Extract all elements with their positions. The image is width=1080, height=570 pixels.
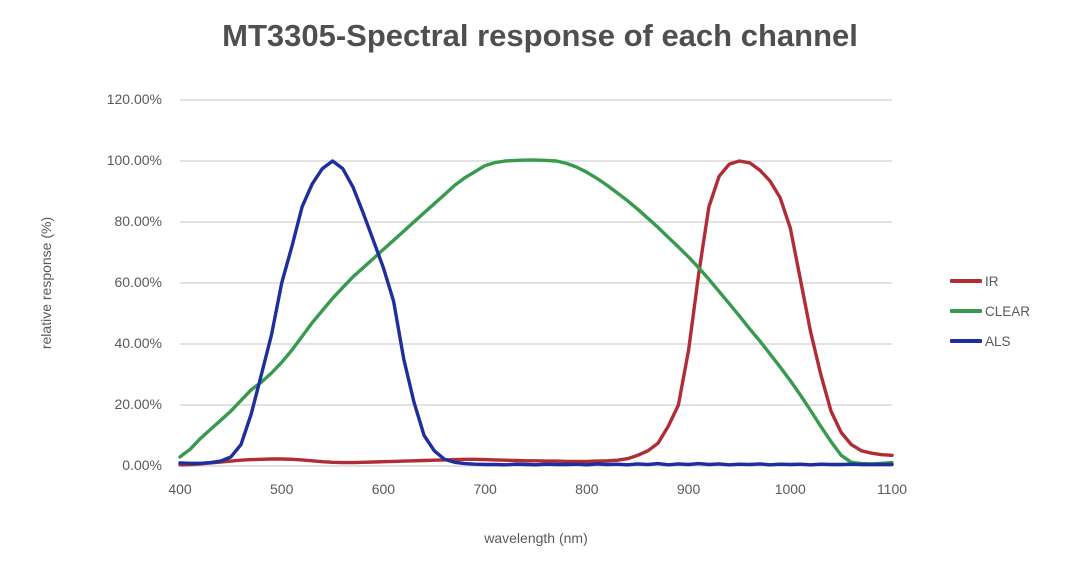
y-tick-label: 60.00% [114,274,162,290]
x-tick-label: 800 [575,481,599,497]
x-tick-label: 900 [676,481,701,497]
x-tick-label: 400 [168,481,192,497]
legend-swatch-clear-line [950,309,982,313]
y-tick-label: 100.00% [106,152,162,168]
x-tick-label: 500 [270,481,294,497]
x-tick-label: 600 [371,481,396,497]
y-tick-label: 20.00% [114,396,162,412]
series-line-als [178,159,894,467]
x-tick-label: 1100 [876,481,908,497]
x-axis-title: wavelength (nm) [484,530,588,546]
legend-label-clear: CLEAR [985,303,1031,319]
y-tick-label: 40.00% [114,335,162,351]
legend: IR CLEAR ALS [950,266,1030,356]
series-line-ir [178,159,894,467]
y-tick-label: 80.00% [114,213,162,229]
x-tick-label: 1000 [774,481,806,497]
series-line-clear [178,158,894,466]
x-tick-label: 700 [473,481,497,497]
y-tick-label: 120.00% [106,91,162,107]
legend-item-ir: IR [950,266,1030,296]
legend-swatch-ir-line [950,279,982,283]
legend-label-ir: IR [985,273,999,289]
plot-area [178,99,894,467]
chart-title: MT3305-Spectral response of each channel [222,18,858,53]
legend-item-clear: CLEAR [950,296,1030,326]
legend-label-als: ALS [985,333,1011,349]
legend-item-als: ALS [950,326,1030,356]
legend-swatch-als-line [950,339,982,343]
y-tick-label: 0.00% [122,457,162,473]
